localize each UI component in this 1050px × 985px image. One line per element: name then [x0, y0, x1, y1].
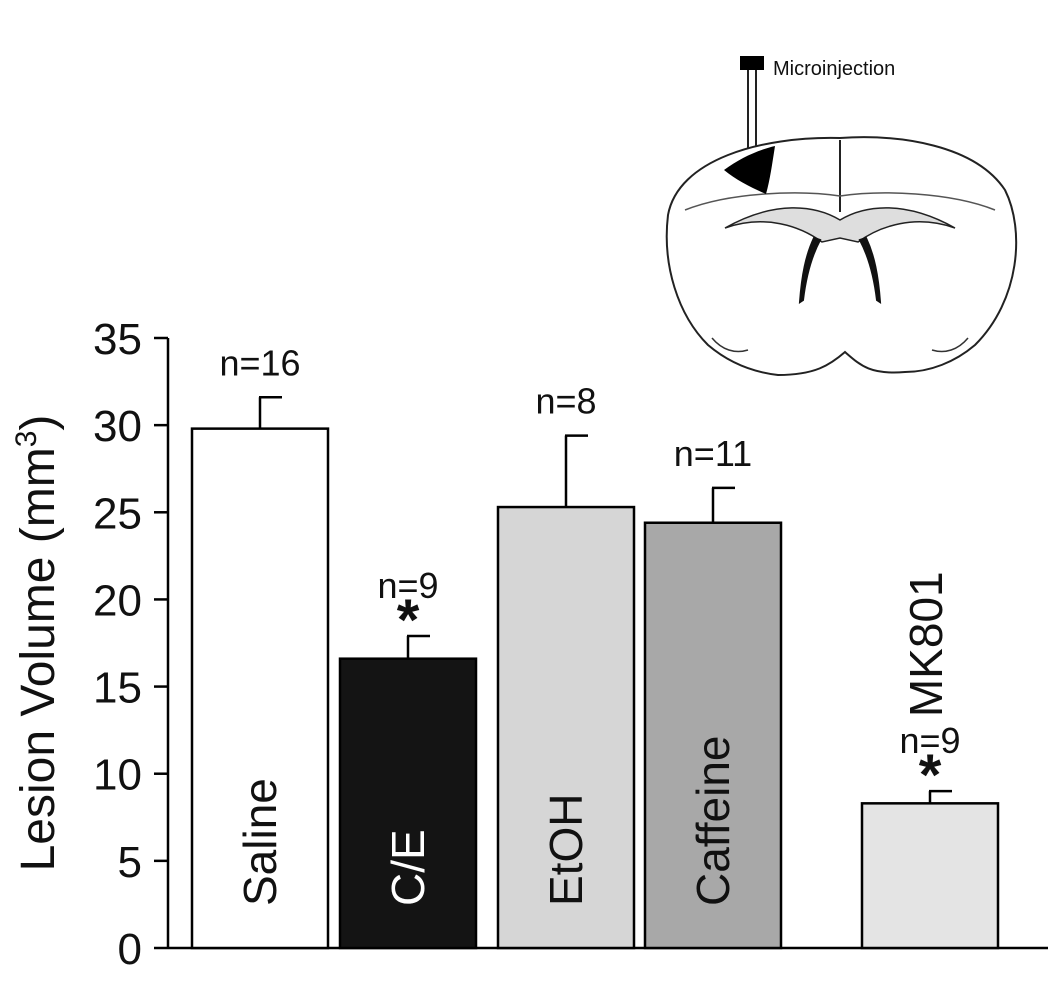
bar-etoh [496, 505, 636, 950]
bar-label-caffeine: Caffeine [687, 735, 739, 906]
y-tick-label-20: 20 [93, 576, 142, 625]
n-label-mk801: n=9 [899, 720, 960, 761]
n-label-saline: n=16 [219, 342, 300, 383]
y-axis-label-close: ) [12, 415, 65, 431]
corpus-callosum [724, 207, 956, 243]
brain-lower-right-notch [931, 337, 969, 353]
bar-label-c-e: C/E [382, 829, 434, 906]
bar-mk801 [860, 802, 1000, 950]
y-axis-label-main: Lesion Volume (mm [12, 447, 65, 871]
bar-label-saline: Saline [234, 778, 286, 906]
ventricle-left [798, 236, 822, 304]
y-axis-label-superscript: 3 [10, 431, 43, 448]
y-tick-label-25: 25 [93, 489, 142, 538]
bar-caffeine [643, 521, 783, 950]
y-ticks: 0 5 10 15 20 25 30 35 [93, 315, 168, 974]
y-tick-label-5: 5 [118, 838, 142, 887]
n-label-caffeine: n=11 [674, 433, 752, 474]
y-tick-label-15: 15 [93, 664, 142, 713]
significance-star-c-e: * [397, 588, 420, 653]
n-label-etoh: n=8 [535, 381, 596, 422]
bar-c-e [338, 657, 478, 950]
brain-cortex-line [684, 192, 996, 211]
significance-star-mk801: * [919, 743, 942, 808]
y-axis-label: Lesion Volume (mm3) [10, 415, 65, 872]
y-tick-label-0: 0 [118, 925, 142, 974]
brain-lower-left-notch [711, 337, 749, 353]
brain-inset: Microinjection [665, 56, 1018, 377]
lesion-area [724, 146, 775, 194]
bar-saline [190, 427, 330, 950]
bar-label-mk801: MK801 [900, 571, 952, 717]
ventricle-right [858, 236, 882, 304]
microinjection-label: Microinjection [773, 58, 895, 80]
brain-outline [665, 136, 1018, 377]
injection-marker [740, 56, 764, 70]
n-label-c-e: n=9 [377, 565, 438, 606]
y-tick-label-35: 35 [93, 315, 142, 364]
bar-label-etoh: EtOH [540, 794, 592, 906]
y-tick-label-10: 10 [93, 751, 142, 800]
y-tick-label-30: 30 [93, 402, 142, 451]
